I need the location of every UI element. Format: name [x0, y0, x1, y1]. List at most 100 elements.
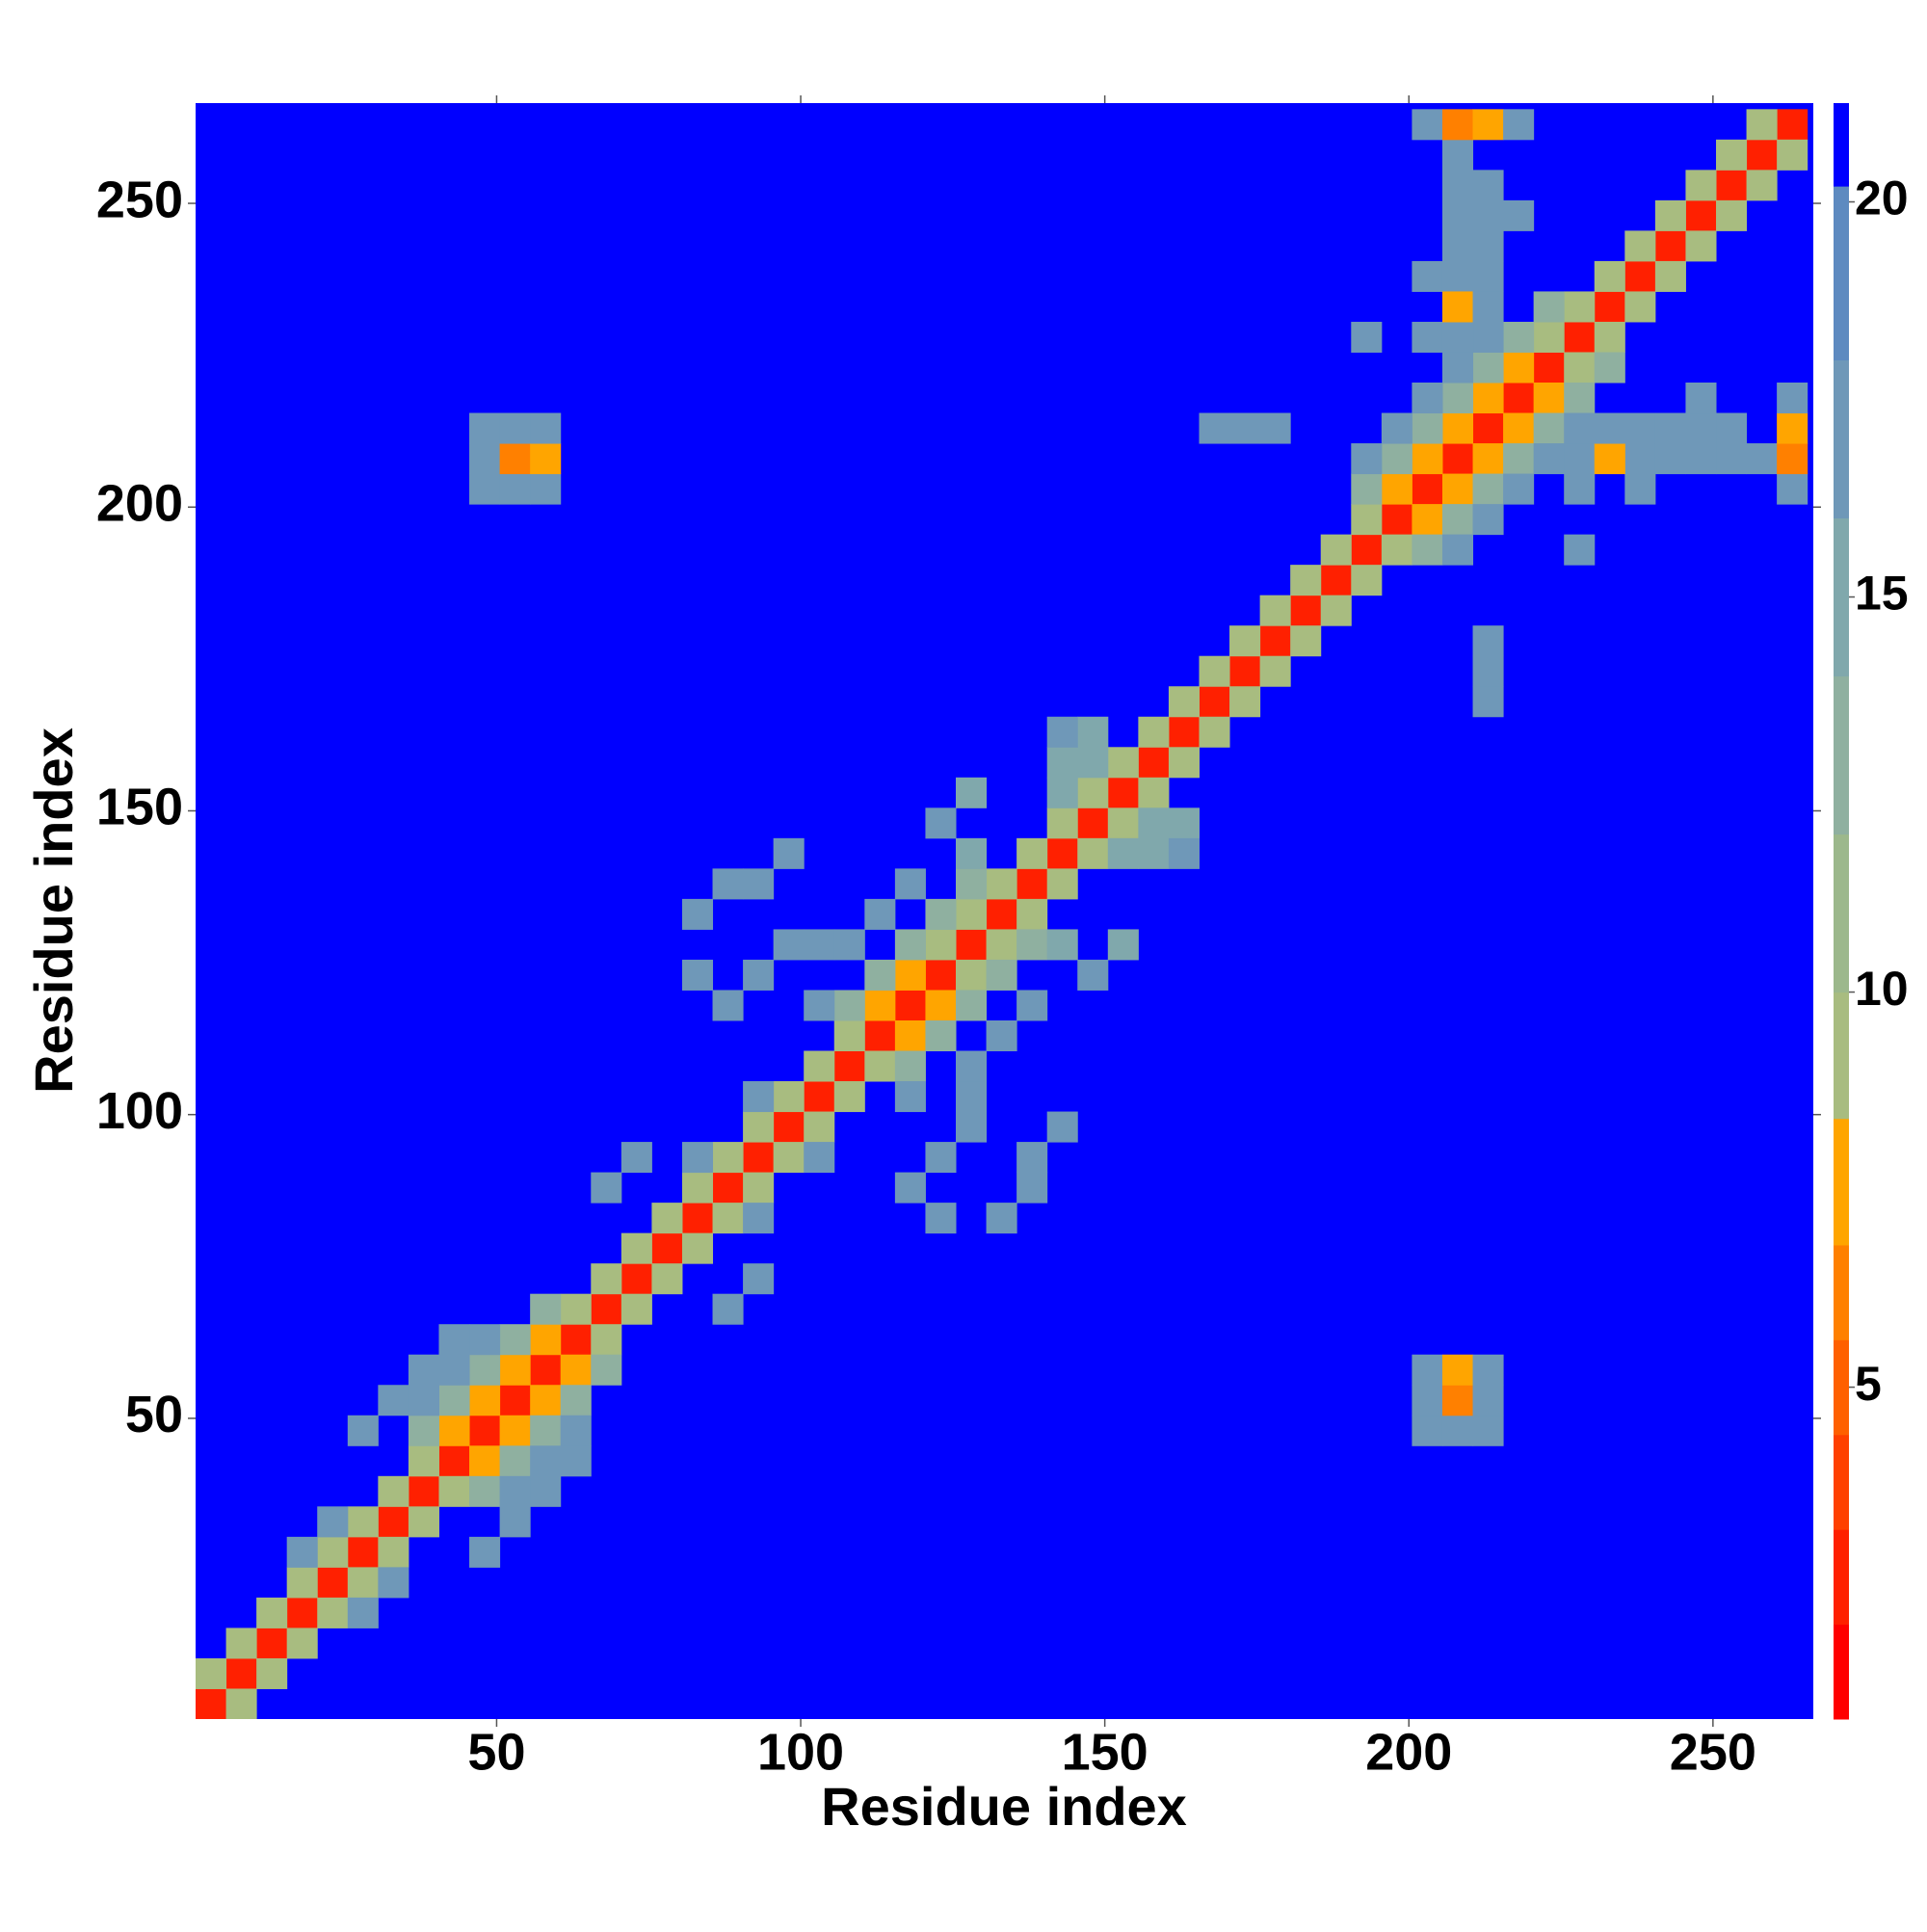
heat-cell: [864, 1019, 896, 1052]
x-tick-label: 150: [1062, 1723, 1148, 1781]
heat-cell: [317, 1567, 349, 1599]
heat-cell: [743, 1142, 775, 1174]
heat-cell: [1594, 291, 1625, 323]
heat-cell: [1199, 686, 1230, 718]
heat-cell: [438, 1445, 470, 1477]
heat-cell: [1441, 443, 1474, 475]
heat-cell: [1441, 473, 1474, 505]
heat-cell: [1441, 1415, 1474, 1446]
heat-cell: [1016, 990, 1048, 1021]
heat-cell: [1441, 321, 1474, 353]
heat-cell: [1046, 929, 1078, 961]
heat-cell: [499, 1324, 531, 1356]
heat-cell: [864, 898, 896, 930]
heat-cell: [1168, 686, 1200, 718]
heat-cell: [1654, 443, 1686, 475]
colorbar-tick-label: 15: [1855, 567, 1909, 621]
heat-cell: [1503, 352, 1535, 384]
heat-cell: [681, 1172, 714, 1204]
heat-cell: [712, 1142, 744, 1174]
heat-cell: [1503, 412, 1535, 444]
heat-cell: [1077, 959, 1109, 991]
heat-cell: [1533, 443, 1565, 475]
heat-cell: [864, 959, 896, 991]
heat-cell: [1351, 534, 1383, 566]
heat-cell: [1777, 473, 1808, 505]
heat-cell: [1441, 260, 1474, 292]
heat-cell: [1107, 747, 1139, 779]
heat-cell: [530, 443, 562, 475]
heat-cell: [1472, 230, 1504, 262]
heat-cell: [1564, 291, 1596, 323]
heat-cell: [1533, 291, 1565, 323]
heat-cell: [1472, 383, 1504, 414]
heat-cell: [499, 412, 531, 444]
heat-cell: [1412, 443, 1443, 475]
heat-cell: [956, 959, 988, 991]
heat-cell: [378, 1506, 409, 1538]
heat-cell: [438, 1354, 470, 1386]
heat-cell: [1564, 352, 1596, 384]
heat-cell: [1199, 655, 1230, 687]
heat-cell: [1138, 807, 1170, 839]
heat-cell: [773, 1111, 805, 1143]
heat-cell: [743, 1111, 775, 1143]
heat-cell: [1107, 807, 1139, 839]
heat-cell: [986, 868, 1017, 900]
heat-cell: [1503, 199, 1535, 231]
heat-cell: [1229, 686, 1261, 718]
heat-cell: [956, 990, 988, 1021]
heat-cell: [1441, 139, 1474, 171]
heat-cell: [1746, 170, 1778, 201]
heat-cell: [499, 1506, 531, 1538]
colorbar-band: [1834, 359, 1849, 519]
heat-cell: [1381, 473, 1412, 505]
heat-cell: [833, 990, 865, 1021]
heat-cell: [1472, 291, 1504, 323]
heat-cell: [1441, 1354, 1474, 1386]
colorbar-band: [1834, 1529, 1849, 1626]
heat-cell: [530, 412, 562, 444]
heat-cell: [1412, 504, 1443, 536]
heat-cell: [225, 1657, 257, 1689]
heat-cell: [1046, 868, 1078, 900]
heat-cell: [1168, 837, 1200, 869]
heat-cell: [1624, 230, 1656, 262]
heat-cell: [925, 1142, 957, 1174]
heat-cell: [378, 1536, 409, 1568]
heat-cell: [499, 443, 531, 475]
heat-cell: [1016, 1172, 1048, 1204]
colorbar-tick-label: 20: [1855, 172, 1909, 225]
heat-cell: [1594, 443, 1625, 475]
heat-cell: [833, 1081, 865, 1113]
heat-cell: [469, 443, 501, 475]
heat-cell: [1441, 291, 1474, 323]
x-tick-label: 250: [1670, 1723, 1756, 1781]
heat-cell: [1777, 443, 1808, 475]
heat-cell: [651, 1203, 683, 1234]
heat-cell: [956, 898, 988, 930]
heat-cell: [1046, 1111, 1078, 1143]
heat-cell: [1381, 504, 1412, 536]
y-axis-title: Residue index: [23, 728, 84, 1094]
heat-cell: [469, 1475, 501, 1507]
x-tick-label: 200: [1365, 1723, 1452, 1781]
heat-cell: [1472, 443, 1504, 475]
heat-cell: [925, 1019, 957, 1052]
heat-cell: [743, 959, 775, 991]
heat-cell: [620, 1263, 652, 1295]
heat-cell: [1351, 473, 1383, 505]
heat-cell: [956, 868, 988, 900]
heat-cell: [469, 1354, 501, 1386]
heat-cell: [1533, 383, 1565, 414]
heat-cell: [620, 1232, 652, 1264]
heat-cell: [1685, 383, 1717, 414]
heat-cell: [712, 990, 744, 1021]
heat-cell: [196, 1657, 227, 1689]
heat-cell: [1320, 534, 1352, 566]
heat-cell: [1441, 352, 1474, 384]
heat-cell: [1533, 321, 1565, 353]
colorbar-tick-label: 10: [1855, 962, 1909, 1016]
y-tick-label: 150: [96, 779, 183, 836]
heat-cell: [1624, 443, 1656, 475]
